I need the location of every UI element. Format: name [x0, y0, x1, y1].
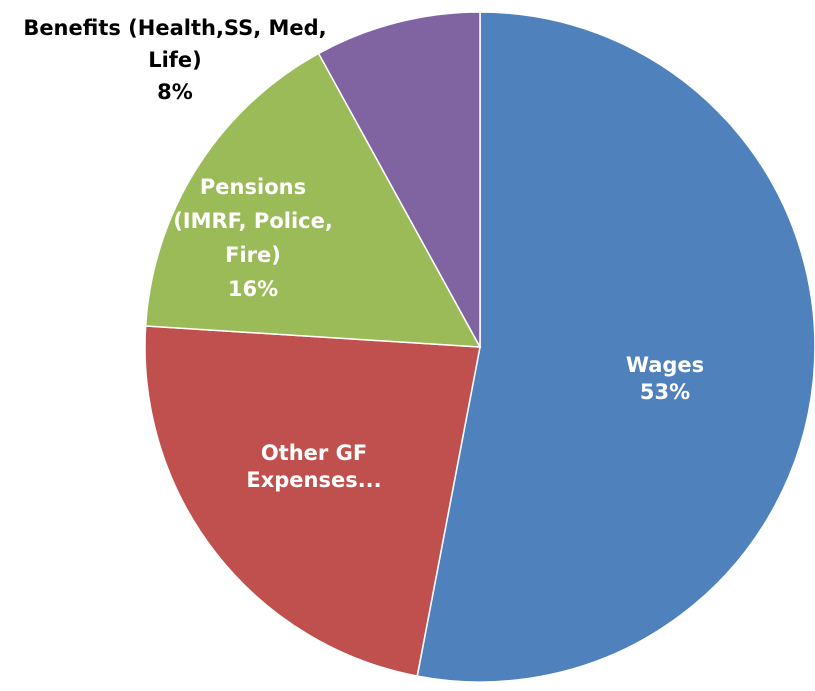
slice-label-line: (IMRF, Police, [173, 209, 333, 233]
slice-label-line: Other GF [261, 441, 367, 465]
slice-label-line: 53% [640, 380, 690, 404]
pie-slice-pensions-imrf-police-fire [144, 52, 482, 348]
slice-label-line: Pensions [200, 175, 306, 199]
slice-label-line: 8% [157, 80, 193, 104]
pie-labels: Wages 53% Other GF Expenses... Pensions (IMRF… [23, 16, 704, 492]
slice-label-line: Fire) [225, 243, 281, 267]
slice-label-pensions-imrf-police-fire: Pensions (IMRF, Police, Fire) 16% [173, 175, 333, 301]
slice-label-line: Expenses... [246, 468, 381, 492]
pie-slices [144, 11, 815, 683]
pie-slice-other-gf-expenses [144, 325, 481, 677]
slice-label-benefits-health-ss-med-life: Benefits (Health,SS, Med, Life) 8% [23, 16, 326, 104]
slice-label-line: Wages [626, 353, 704, 377]
pie-slice-wages [416, 11, 815, 683]
slice-label-other-gf-expenses: Other GF Expenses... [246, 441, 381, 492]
slice-label-line: Benefits (Health,SS, Med, [23, 16, 326, 40]
slice-label-line: Life) [148, 48, 202, 72]
pie-slice-benefits-health-ss-med-life [317, 11, 481, 348]
slice-label-line: 16% [228, 277, 278, 301]
slice-label-wages: Wages 53% [626, 353, 704, 404]
